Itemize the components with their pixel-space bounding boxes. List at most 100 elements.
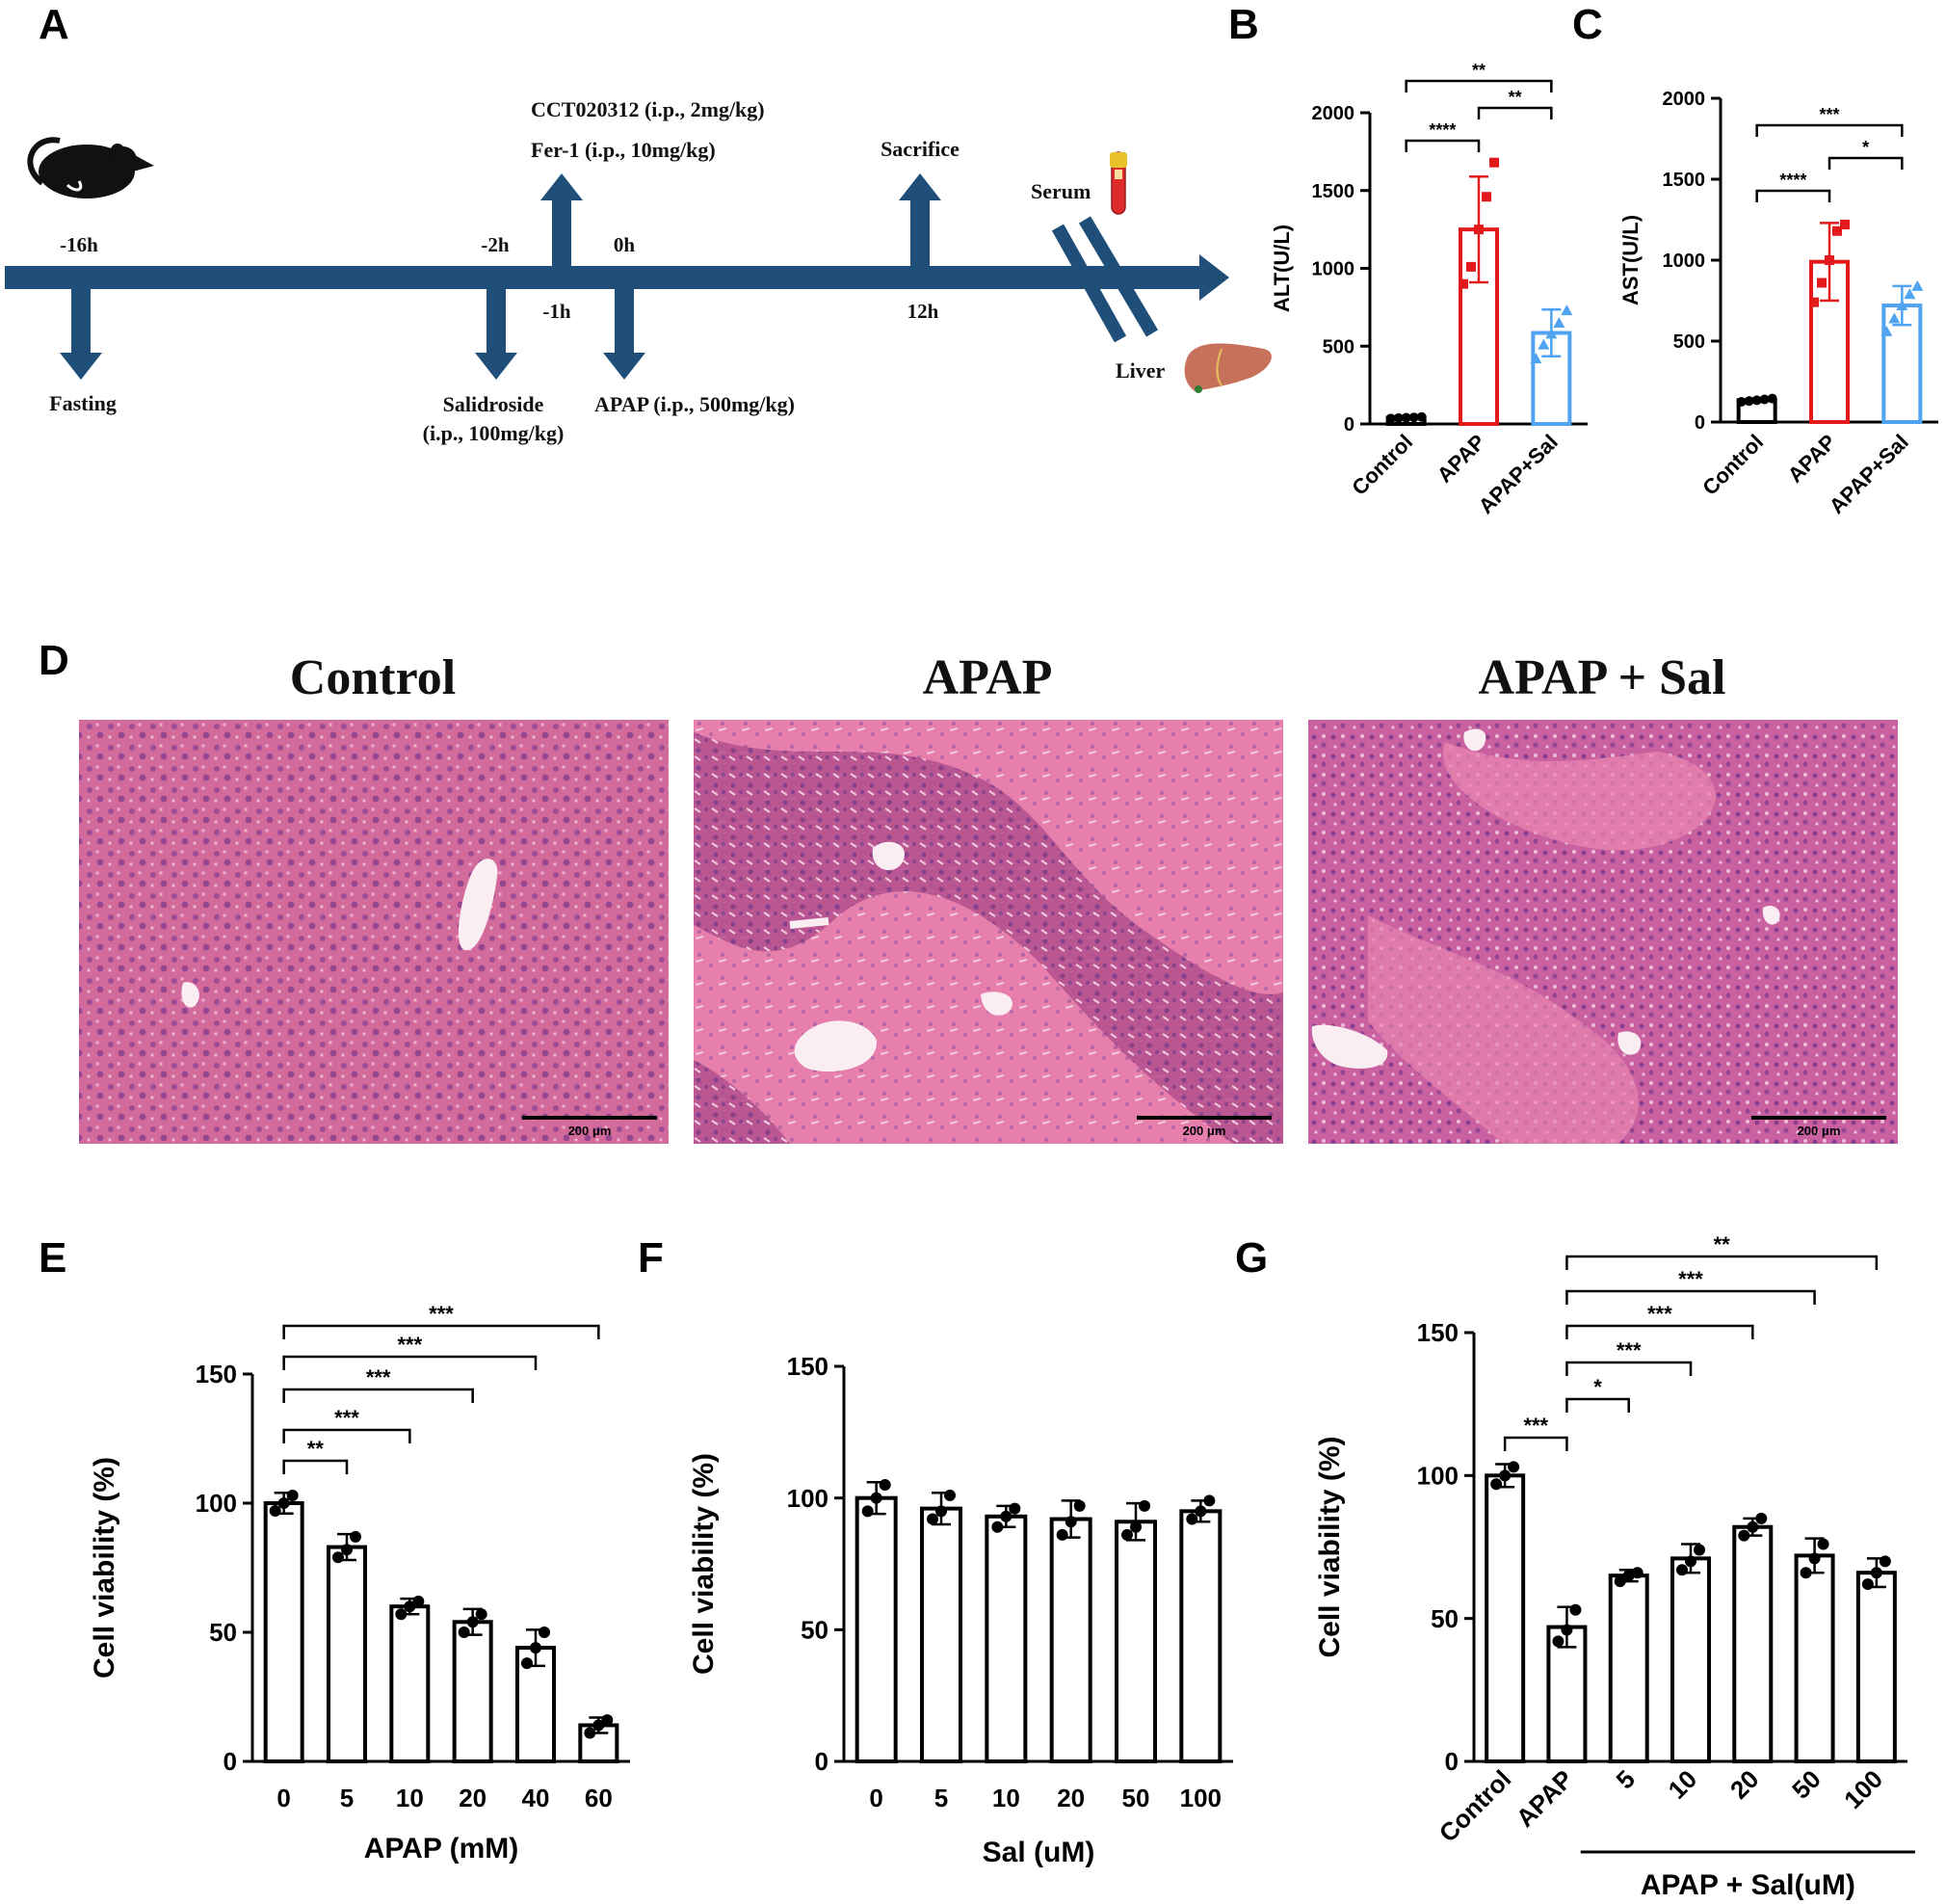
- histology-title-apap: APAP: [923, 650, 1053, 705]
- data-point: [1401, 412, 1411, 423]
- y-axis-label: Cell viability (%): [1314, 1436, 1346, 1657]
- data-point: [475, 1608, 487, 1621]
- x-tick-label: 10: [1663, 1764, 1703, 1805]
- significance-bracket: [1755, 123, 1904, 137]
- bar: [1794, 1553, 1835, 1764]
- x-tick-label: 100: [1180, 1784, 1222, 1812]
- data-point: [1499, 1469, 1512, 1482]
- panel-a: A: [5, 1, 1272, 445]
- data-point: [1614, 1575, 1626, 1588]
- x-tick-label: 10: [992, 1784, 1020, 1812]
- x-tick-label: 40: [522, 1784, 550, 1812]
- data-point: [1569, 1603, 1582, 1616]
- histology-image-apap: 200 μm: [694, 720, 1283, 1144]
- time-label-16h: -16h: [60, 233, 98, 256]
- x-tick-label: APAP: [1433, 430, 1490, 488]
- bar: [327, 1545, 367, 1764]
- bar: [1049, 1517, 1092, 1763]
- data-point: [861, 1505, 874, 1518]
- y-tick-label: 100: [1417, 1461, 1459, 1490]
- apap-dose-label: APAP (i.p., 500mg/kg): [594, 392, 795, 416]
- bar: [1115, 1520, 1157, 1764]
- timeline-break-2: [1078, 216, 1159, 337]
- data-point: [1879, 1555, 1891, 1568]
- bar: [263, 1501, 304, 1763]
- significance-bracket: [1565, 1255, 1879, 1270]
- data-point: [1825, 255, 1834, 265]
- data-point: [1767, 393, 1777, 404]
- bar: [1670, 1556, 1711, 1764]
- y-tick-label: 50: [1431, 1604, 1459, 1633]
- y-tick-label: 150: [1417, 1318, 1459, 1347]
- y-tick-label: 500: [1673, 331, 1705, 353]
- data-point: [592, 1719, 605, 1732]
- significance-label: ***: [1617, 1338, 1642, 1362]
- bar: [985, 1514, 1028, 1764]
- significance-label: **: [1509, 88, 1522, 107]
- x-axis-label: APAP + Sal(uM): [1641, 1869, 1855, 1901]
- data-point: [1747, 1521, 1759, 1533]
- significance-label: ***: [1523, 1414, 1548, 1438]
- chart-alt: 0 500 1000 1500 2000 ALT(U/L) Control APAPAPAP+…: [1270, 61, 1588, 518]
- significance-bracket: [1477, 106, 1553, 119]
- data-point: [1800, 1567, 1812, 1579]
- bar: [1179, 1509, 1223, 1764]
- data-point: [1056, 1528, 1068, 1541]
- scale-bar-label-apap: 200 μm: [1183, 1124, 1226, 1138]
- data-point: [1490, 1478, 1503, 1491]
- significance-bracket: [282, 1388, 474, 1403]
- y-tick-label: 1000: [1663, 251, 1706, 272]
- significance-bracket: [1405, 139, 1481, 152]
- data-point: [1408, 412, 1419, 423]
- panel-letter-g: G: [1235, 1234, 1268, 1282]
- data-point: [1561, 1624, 1573, 1636]
- y-axis-label: Cell viability (%): [89, 1457, 120, 1679]
- data-point: [1552, 1635, 1565, 1648]
- data-point: [1817, 1538, 1829, 1550]
- significance-label: ****: [1429, 120, 1456, 140]
- y-tick-label: 0: [1445, 1747, 1459, 1776]
- x-tick-label: 20: [1057, 1784, 1085, 1812]
- salidroside-label: Salidroside: [443, 392, 544, 416]
- data-point: [1744, 396, 1754, 407]
- x-tick-label: 5: [1611, 1764, 1641, 1794]
- data-point: [1840, 220, 1850, 230]
- chart-cell-viability-sal: 0 50 100 150 Cell viability (%) 0 5 10 20 50 100 Sa…: [688, 1352, 1233, 1868]
- data-point: [269, 1505, 281, 1518]
- data-point: [1000, 1510, 1012, 1522]
- panel-letter-f: F: [638, 1234, 664, 1282]
- data-point: [341, 1544, 353, 1556]
- y-tick-label: 150: [787, 1352, 828, 1381]
- cct-dose-label: CCT020312 (i.p., 2mg/kg): [531, 97, 765, 121]
- data-point: [1904, 288, 1916, 300]
- y-tick-label: 0: [815, 1747, 828, 1776]
- significance-bracket: [1565, 1289, 1816, 1305]
- data-point: [332, 1551, 344, 1564]
- x-tick-label: 50: [1786, 1764, 1827, 1805]
- panel-letter-c: C: [1572, 1, 1603, 48]
- data-point: [935, 1505, 947, 1518]
- data-point: [944, 1489, 956, 1501]
- data-point: [1738, 1529, 1750, 1542]
- bar: [920, 1506, 962, 1763]
- significance-label: ***: [397, 1333, 422, 1357]
- significance-label: **: [307, 1437, 325, 1461]
- data-point: [1466, 261, 1476, 272]
- significance-bracket: [1405, 79, 1553, 93]
- significance-bracket: [282, 1355, 538, 1370]
- significance-bracket: [282, 1324, 600, 1339]
- y-axis-label: Cell viability (%): [688, 1453, 720, 1675]
- significance-bracket: [1565, 1397, 1630, 1413]
- x-tick-label: APAP+Sal: [1474, 430, 1563, 518]
- data-point: [1694, 1544, 1705, 1556]
- data-point: [1880, 325, 1893, 336]
- data-point: [1751, 395, 1762, 406]
- serum-label: Serum: [1031, 179, 1091, 203]
- data-point: [1459, 278, 1468, 289]
- sacrifice-arrow: [899, 173, 941, 268]
- histology-image-control: 200 μm: [79, 720, 669, 1144]
- significance-bracket: [1755, 189, 1831, 202]
- data-point: [395, 1608, 408, 1621]
- data-point: [1508, 1461, 1520, 1473]
